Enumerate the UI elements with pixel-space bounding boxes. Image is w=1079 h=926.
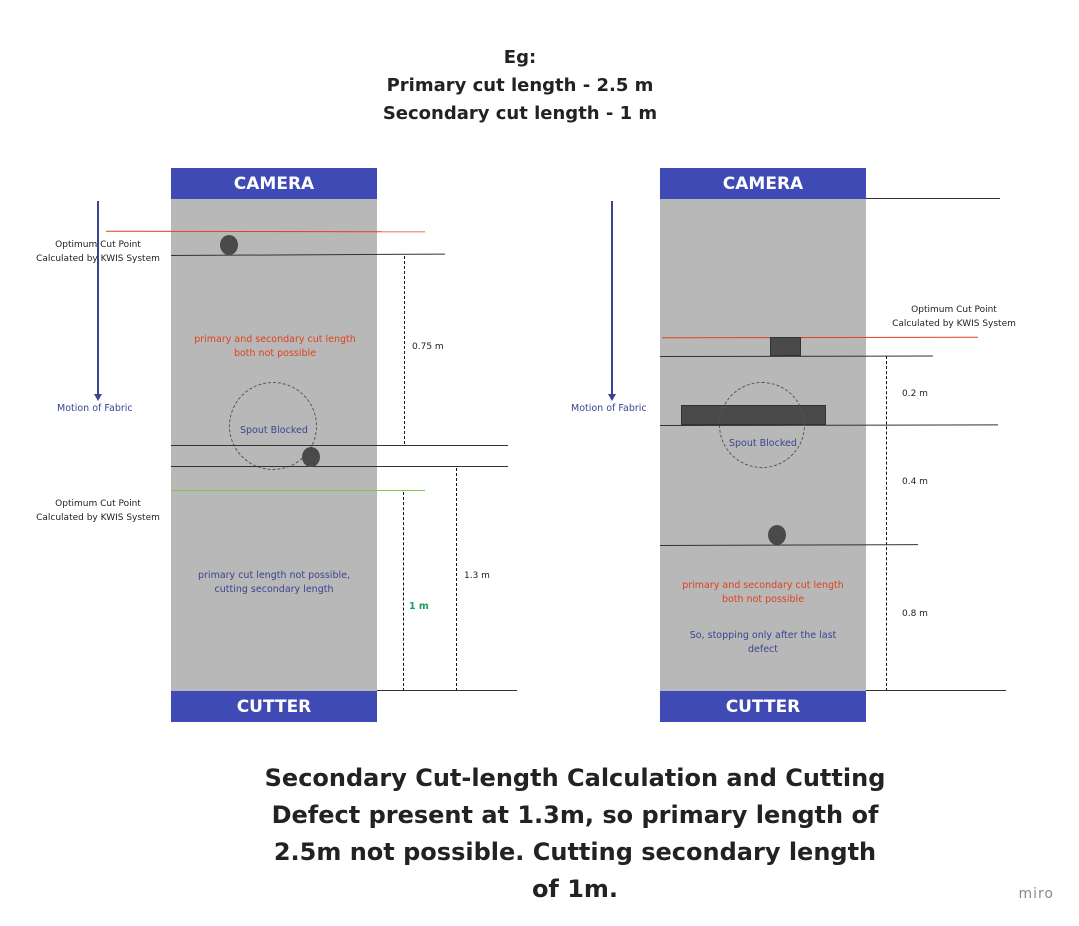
left-cut-point-label-2: Optimum Cut Point Calculated by KWIS Sys… — [36, 499, 160, 523]
left-blue-note: primary cut length not possible, cutting… — [198, 570, 350, 595]
left-red-note: primary and secondary cut length both no… — [194, 334, 356, 359]
left-camera-bar: CAMERA — [171, 168, 377, 199]
right-motion-label: Motion of Fabric — [571, 403, 647, 414]
footer-line-1: Secondary Cut-length Calculation and Cut… — [264, 764, 886, 792]
header-line-3: Secondary cut length - 1 m — [382, 103, 658, 124]
right-cut-point-label: Optimum Cut Point Calculated by KWIS Sys… — [892, 305, 1016, 329]
left-spout-circle — [229, 382, 317, 470]
left-dash-13 — [456, 468, 457, 691]
right-blue-note: So, stopping only after the last defect — [689, 630, 837, 655]
right-measure-08: 0.8 m — [902, 609, 928, 619]
header-line-2: Primary cut length - 2.5 m — [386, 75, 654, 96]
right-cutter-line — [866, 690, 1006, 691]
right-defect-small-rect — [770, 337, 801, 356]
left-motion-label: Motion of Fabric — [57, 403, 133, 414]
left-line-3 — [171, 466, 508, 467]
footer-caption: Secondary Cut-length Calculation and Cut… — [240, 760, 910, 908]
left-cutter-line — [377, 690, 517, 691]
left-green-cut-line — [171, 490, 425, 491]
left-dash-1m — [403, 492, 404, 691]
right-dash-02 — [886, 356, 887, 691]
left-defect-dot-1 — [220, 235, 238, 255]
left-measure-1: 1 m — [409, 601, 429, 612]
left-camera-label: CAMERA — [233, 173, 315, 194]
right-motion-arrow-head — [608, 394, 616, 401]
right-spout-label: Spout Blocked — [729, 438, 797, 449]
left-line-2 — [171, 445, 508, 446]
right-red-note: primary and secondary cut length both no… — [682, 580, 844, 605]
right-camera-line — [866, 198, 1000, 199]
left-motion-arrow-head — [94, 394, 102, 401]
left-cutter-bar: CUTTER — [171, 691, 377, 722]
left-defect-dot-2 — [302, 447, 320, 467]
left-measure-13: 1.3 m — [464, 571, 490, 581]
right-cutter-label: CUTTER — [725, 696, 801, 717]
right-camera-label: CAMERA — [722, 173, 804, 194]
left-measure-075: 0.75 m — [412, 342, 444, 352]
left-dash-075 — [404, 256, 405, 444]
right-cutter-bar: CUTTER — [660, 691, 866, 722]
right-measure-04: 0.4 m — [902, 477, 928, 487]
left-cutter-label: CUTTER — [236, 696, 312, 717]
header-line-1: Eg: — [503, 47, 537, 68]
footer-line-3: 2.5m not possible. Cutting secondary len… — [273, 838, 877, 866]
footer-line-2: Defect present at 1.3m, so primary lengt… — [271, 801, 879, 829]
right-defect-dot — [768, 525, 786, 545]
left-motion-arrow-shaft — [97, 201, 99, 395]
right-motion-arrow-shaft — [611, 201, 613, 395]
left-cut-point-label-1: Optimum Cut Point Calculated by KWIS Sys… — [36, 240, 160, 264]
right-measure-02: 0.2 m — [902, 389, 928, 399]
miro-watermark: miro — [1018, 886, 1054, 902]
example-header: Eg: Primary cut length - 2.5 m Secondary… — [0, 44, 1040, 128]
right-camera-bar: CAMERA — [660, 168, 866, 199]
footer-line-4: of 1m. — [531, 875, 619, 903]
left-spout-label: Spout Blocked — [240, 425, 308, 436]
